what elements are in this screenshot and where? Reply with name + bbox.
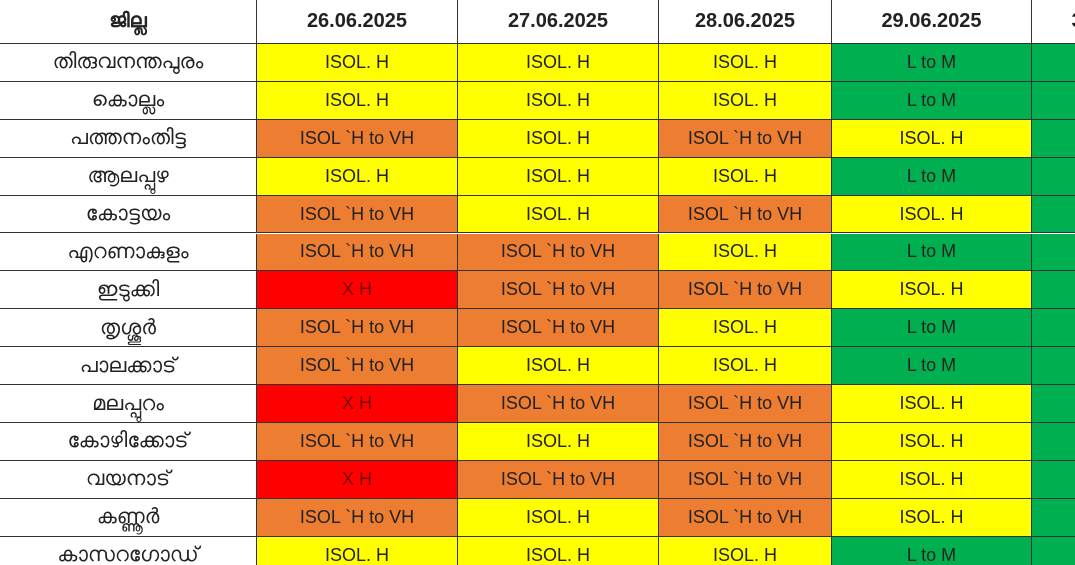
alert-cell: ISOL `H to VH <box>257 119 458 158</box>
header-cell: 30.06.2025 <box>1032 0 1075 44</box>
district-cell: മലപ്പുറം <box>0 385 257 423</box>
alert-cell: ISOL. H <box>458 498 659 537</box>
alert-cell: ISOL `H to VH <box>458 460 659 499</box>
alert-cell: X H <box>257 271 458 310</box>
alert-cell <box>1032 44 1075 82</box>
alert-cell: ISOL. H <box>257 44 458 82</box>
alert-cell: ISOL. H <box>659 81 832 120</box>
district-cell: കൊല്ലം <box>0 81 257 120</box>
alert-cell <box>1032 81 1075 120</box>
alert-cell: ISOL. H <box>832 460 1032 499</box>
district-cell: വയനാട് <box>0 460 257 499</box>
alert-cell: ISOL `H to VH <box>257 233 458 272</box>
alert-cell <box>1032 157 1075 196</box>
alert-cell: ISOL `H to VH <box>458 233 659 272</box>
alert-cell <box>1032 498 1075 537</box>
header-cell: 29.06.2025 <box>832 0 1032 44</box>
alert-cell: ISOL `H to VH <box>659 195 832 234</box>
alert-cell: ISOL. H <box>659 347 832 386</box>
alert-cell: ISOL `H to VH <box>257 309 458 348</box>
alert-cell: ISOL `H to VH <box>257 347 458 386</box>
alert-cell: ISOL `H to VH <box>257 423 458 461</box>
header-cell: 28.06.2025 <box>659 0 832 44</box>
alert-cell: ISOL `H to VH <box>458 271 659 310</box>
alert-cell: ISOL. H <box>659 536 832 565</box>
district-cell: തിരുവനന്തപുരം <box>0 44 257 82</box>
header-cell: 26.06.2025 <box>257 0 458 44</box>
header-cell: ജില്ല <box>0 0 257 44</box>
alert-cell: ISOL. H <box>257 81 458 120</box>
alert-cell: L to M <box>832 81 1032 120</box>
alert-cell: ISOL. H <box>458 347 659 386</box>
district-cell: പാലക്കാട് <box>0 347 257 386</box>
alert-cell: ISOL. H <box>458 157 659 196</box>
district-cell: ഇടുക്കി <box>0 271 257 310</box>
alert-cell: ISOL. H <box>659 157 832 196</box>
alert-cell: ISOL `H to VH <box>659 385 832 423</box>
alert-cell <box>1032 309 1075 348</box>
alert-cell: ISOL. H <box>832 271 1032 310</box>
alert-cell: ISOL. H <box>659 44 832 82</box>
alert-cell: ISOL. H <box>257 157 458 196</box>
alert-cell: ISOL `H to VH <box>659 423 832 461</box>
alert-cell <box>1032 195 1075 234</box>
alert-cell: ISOL. H <box>458 195 659 234</box>
alert-cell: L to M <box>832 536 1032 565</box>
alert-cell: ISOL. H <box>832 423 1032 461</box>
alert-cell: L to M <box>832 309 1032 348</box>
alert-cell: ISOL. H <box>832 498 1032 537</box>
district-cell: പത്തനംതിട്ട <box>0 119 257 158</box>
alert-cell <box>1032 119 1075 158</box>
alert-cell: ISOL. H <box>832 195 1032 234</box>
district-cell: എറണാകുളം <box>0 233 257 272</box>
header-cell: 27.06.2025 <box>458 0 659 44</box>
alert-cell <box>1032 347 1075 386</box>
alert-cell: ISOL `H to VH <box>257 498 458 537</box>
district-cell: കാസറഗോഡ് <box>0 536 257 565</box>
alert-cell <box>1032 423 1075 461</box>
alert-cell <box>1032 536 1075 565</box>
alert-cell <box>1032 385 1075 423</box>
district-cell: കോഴിക്കോട് <box>0 423 257 461</box>
alert-cell: X H <box>257 385 458 423</box>
alert-cell <box>1032 460 1075 499</box>
alert-cell: ISOL `H to VH <box>659 460 832 499</box>
alert-cell <box>1032 233 1075 272</box>
alert-cell: ISOL. H <box>832 119 1032 158</box>
district-cell: തൃശ്ശൂർ <box>0 309 257 348</box>
alert-cell: ISOL `H to VH <box>659 498 832 537</box>
alert-cell: L to M <box>832 44 1032 82</box>
alert-cell: ISOL `H to VH <box>257 195 458 234</box>
alert-cell: X H <box>257 460 458 499</box>
alert-cell: ISOL. H <box>458 44 659 82</box>
alert-cell: ISOL. H <box>458 423 659 461</box>
alert-cell: ISOL `H to VH <box>659 119 832 158</box>
alert-cell: ISOL `H to VH <box>659 271 832 310</box>
district-cell: ആലപ്പുഴ <box>0 157 257 196</box>
alert-cell: ISOL `H to VH <box>458 385 659 423</box>
district-cell: കോട്ടയം <box>0 195 257 234</box>
alert-cell: ISOL. H <box>458 81 659 120</box>
alert-cell: ISOL. H <box>257 536 458 565</box>
alert-cell <box>1032 271 1075 310</box>
alert-cell: L to M <box>832 347 1032 386</box>
alert-cell: ISOL. H <box>659 233 832 272</box>
alert-cell: ISOL. H <box>832 385 1032 423</box>
alert-cell: ISOL. H <box>458 536 659 565</box>
alert-cell: L to M <box>832 157 1032 196</box>
alert-cell: ISOL. H <box>659 309 832 348</box>
alert-cell: ISOL. H <box>458 119 659 158</box>
district-cell: കണ്ണൂർ <box>0 498 257 537</box>
alert-cell: L to M <box>832 233 1032 272</box>
alert-cell: ISOL `H to VH <box>458 309 659 348</box>
